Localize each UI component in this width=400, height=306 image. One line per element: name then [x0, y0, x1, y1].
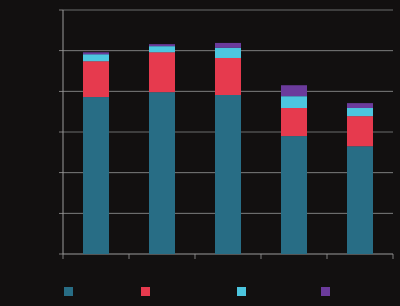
bar-segment	[149, 52, 175, 93]
legend-swatch	[237, 287, 246, 296]
bar-segment	[215, 57, 241, 95]
bar-segment	[347, 108, 373, 117]
bar-segment	[215, 94, 241, 254]
bar-segment	[281, 85, 307, 97]
bar-segment	[281, 108, 307, 137]
bar-segment	[215, 42, 241, 48]
bar-segment	[149, 44, 175, 47]
legend-swatch	[321, 287, 330, 296]
bar-segment	[215, 47, 241, 58]
bar-segment	[281, 96, 307, 109]
bar-segment	[83, 54, 109, 62]
legend-swatch	[64, 287, 73, 296]
bar-segment	[149, 92, 175, 254]
bar-segment	[83, 61, 109, 98]
bar-segment	[83, 52, 109, 55]
bar-segment	[83, 97, 109, 254]
bar-segment	[347, 103, 373, 109]
bar-segment	[347, 116, 373, 147]
legend-swatch	[141, 287, 150, 296]
bar-segment	[149, 46, 175, 53]
bar-segment	[347, 146, 373, 254]
bar-segment	[281, 136, 307, 254]
